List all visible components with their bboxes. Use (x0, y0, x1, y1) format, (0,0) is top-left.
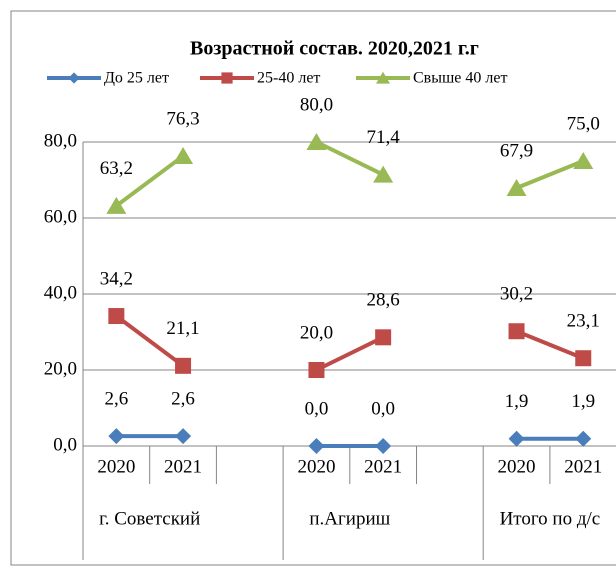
chart-frame (10, 10, 616, 566)
y-tick-label: 60,0 (44, 206, 77, 227)
y-tick-label: 80,0 (44, 130, 77, 151)
data-point (508, 323, 525, 340)
data-point (308, 362, 325, 378)
x-tick-label: 2020 (498, 456, 536, 477)
legend-label: Свыше 40 лет (413, 70, 507, 87)
chart-title: Возрастной состав. 2020,2021 г.г (190, 38, 479, 60)
data-label: 23,1 (567, 311, 600, 332)
data-label: 2,6 (171, 388, 195, 409)
data-label: 67,9 (500, 140, 533, 161)
series-line (115, 140, 584, 208)
data-point (108, 308, 125, 325)
data-point (375, 438, 392, 454)
y-tick-label: 20,0 (44, 358, 77, 379)
data-point (573, 152, 594, 169)
data-label: 80,0 (300, 94, 333, 115)
data-point (175, 428, 192, 445)
legend-label: 25-40 лет (257, 70, 320, 87)
data-label: 63,2 (100, 158, 133, 179)
series-line (116, 434, 584, 448)
x-tick-label: 2021 (364, 456, 402, 477)
data-label: 28,6 (367, 290, 400, 311)
data-label: 34,2 (100, 268, 133, 289)
data-point (173, 147, 194, 165)
data-label: 20,0 (300, 322, 333, 343)
group-label: г. Советский (99, 508, 200, 529)
data-point (506, 178, 527, 196)
group-label: п.Агириш (309, 508, 390, 529)
data-label: 75,0 (567, 113, 600, 134)
data-point (508, 430, 525, 447)
data-label: 1,9 (505, 391, 529, 412)
data-point (575, 430, 592, 447)
x-tick-label: 2021 (564, 456, 602, 477)
data-point (306, 133, 327, 150)
y-tick-label: 40,0 (44, 282, 77, 303)
group-label: Итого по д/с (500, 508, 601, 529)
x-tick-label: 2020 (97, 456, 135, 477)
data-point (175, 357, 192, 374)
y-tick-label: 0,0 (53, 434, 77, 455)
data-point (106, 196, 127, 214)
data-point (375, 329, 392, 346)
data-point (308, 438, 325, 454)
x-tick-label: 2021 (164, 456, 202, 477)
series-line (115, 314, 584, 372)
data-point (108, 428, 125, 445)
data-label: 1,9 (571, 391, 595, 412)
legend-marker (221, 72, 233, 84)
legend-marker (376, 71, 390, 84)
data-label: 71,4 (367, 127, 401, 148)
data-label: 30,2 (500, 284, 533, 305)
data-label: 76,3 (166, 108, 199, 129)
data-label: 0,0 (371, 398, 395, 419)
x-tick-label: 2020 (297, 456, 335, 477)
data-point (575, 350, 592, 367)
data-point (373, 165, 394, 183)
data-label: 0,0 (305, 398, 329, 419)
data-label: 2,6 (104, 388, 128, 409)
legend-label: До 25 лет (104, 70, 169, 87)
data-label: 21,1 (166, 318, 199, 339)
